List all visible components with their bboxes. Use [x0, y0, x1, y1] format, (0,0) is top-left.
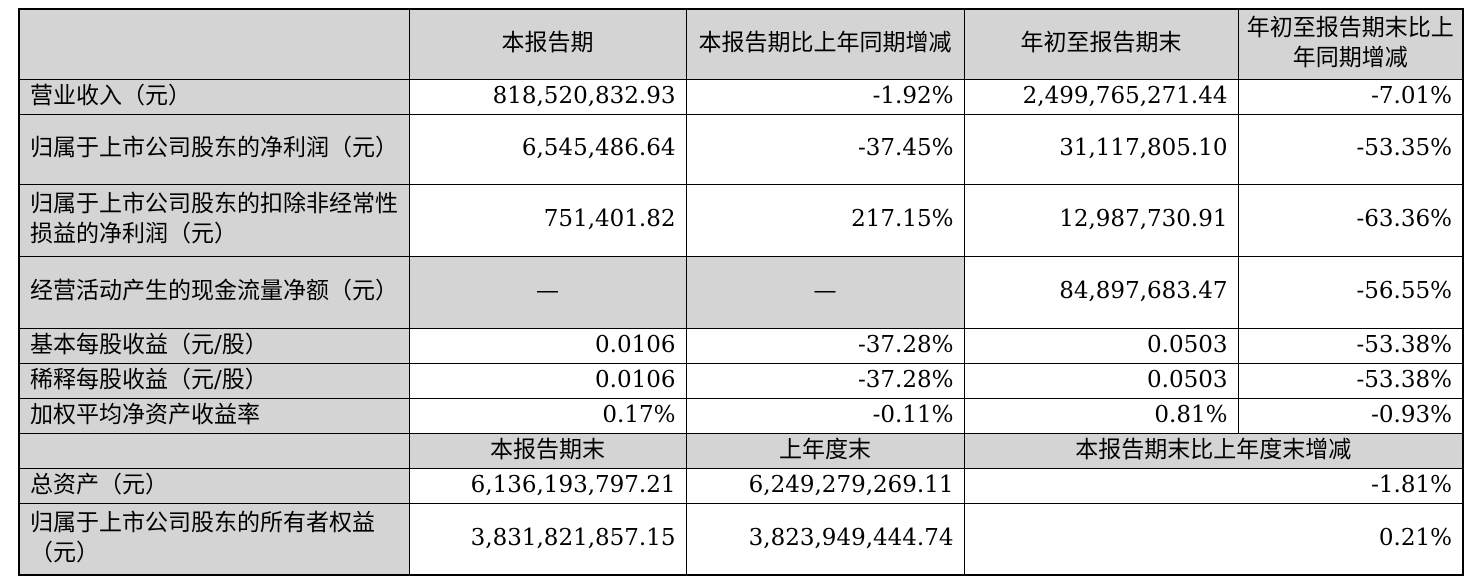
row-label: 加权平均净资产收益率 — [18, 397, 410, 434]
table-row-operating-cash-flow: 经营活动产生的现金流量净额（元） — — 84,897,683.47 -56.5… — [18, 255, 1464, 329]
value-ytd-yoy-change: -56.55% — [1237, 255, 1464, 329]
value-yoy-change: -37.28% — [685, 362, 965, 399]
table-row-shareholders-equity: 归属于上市公司股东的所有者权益（元） 3,831,821,857.15 3,82… — [18, 502, 1464, 576]
value-yoy-change-dash: — — [685, 255, 965, 329]
header-year-to-date: 年初至报告期末 — [963, 8, 1239, 80]
value-period-end-change: 0.21% — [963, 502, 1464, 576]
value-year-to-date: 0.0503 — [963, 362, 1239, 399]
value-end-of-period: 3,831,821,857.15 — [408, 502, 687, 576]
value-end-of-period: 6,136,193,797.21 — [408, 467, 687, 504]
value-yoy-change: -37.45% — [685, 113, 965, 185]
header-end-of-period: 本报告期末 — [408, 432, 687, 469]
value-yoy-change: -1.92% — [685, 78, 965, 115]
header-period-end-change: 本报告期末比上年度末增减 — [963, 432, 1464, 469]
value-ytd-yoy-change: -63.36% — [1237, 183, 1464, 257]
value-current-period: 751,401.82 — [408, 183, 687, 257]
header-end-of-prev-year: 上年度末 — [685, 432, 965, 469]
value-end-of-prev-year: 3,823,949,444.74 — [685, 502, 965, 576]
value-ytd-yoy-change: -53.35% — [1237, 113, 1464, 185]
table-header-row-period-end: 本报告期末 上年度末 本报告期末比上年度末增减 — [18, 432, 1464, 469]
value-ytd-yoy-change: -53.38% — [1237, 362, 1464, 399]
value-end-of-prev-year: 6,249,279,269.11 — [685, 467, 965, 504]
financial-summary-table: 本报告期 本报告期比上年同期增减 年初至报告期末 年初至报告期末比上年同期增减 … — [18, 8, 1464, 576]
table-header-row-period: 本报告期 本报告期比上年同期增减 年初至报告期末 年初至报告期末比上年同期增减 — [18, 8, 1464, 80]
table-row-basic-eps: 基本每股收益（元/股） 0.0106 -37.28% 0.0503 -53.38… — [18, 327, 1464, 364]
value-current-period: 0.17% — [408, 397, 687, 434]
value-ytd-yoy-change: -53.38% — [1237, 327, 1464, 364]
table-row-net-profit-excl-nonrecurring: 归属于上市公司股东的扣除非经常性损益的净利润（元） 751,401.82 217… — [18, 183, 1464, 257]
value-yoy-change: -0.11% — [685, 397, 965, 434]
table-row-weighted-avg-roe: 加权平均净资产收益率 0.17% -0.11% 0.81% -0.93% — [18, 397, 1464, 434]
row-label: 经营活动产生的现金流量净额（元） — [18, 255, 410, 329]
table-row-diluted-eps: 稀释每股收益（元/股） 0.0106 -37.28% 0.0503 -53.38… — [18, 362, 1464, 399]
row-label: 基本每股收益（元/股） — [18, 327, 410, 364]
value-year-to-date: 0.81% — [963, 397, 1239, 434]
row-label: 归属于上市公司股东的所有者权益（元） — [18, 502, 410, 576]
header-current-period: 本报告期 — [408, 8, 687, 80]
row-label: 总资产（元） — [18, 467, 410, 504]
value-period-end-change: -1.81% — [963, 467, 1464, 504]
header-empty-cell — [18, 432, 410, 469]
header-yoy-change: 本报告期比上年同期增减 — [685, 8, 965, 80]
value-current-period: 0.0106 — [408, 362, 687, 399]
value-year-to-date: 2,499,765,271.44 — [963, 78, 1239, 115]
value-yoy-change: -37.28% — [685, 327, 965, 364]
table-row-total-assets: 总资产（元） 6,136,193,797.21 6,249,279,269.11… — [18, 467, 1464, 504]
report-page: 本报告期 本报告期比上年同期增减 年初至报告期末 年初至报告期末比上年同期增减 … — [0, 8, 1479, 588]
value-year-to-date: 84,897,683.47 — [963, 255, 1239, 329]
table-row-net-profit: 归属于上市公司股东的净利润（元） 6,545,486.64 -37.45% 31… — [18, 113, 1464, 185]
value-ytd-yoy-change: -0.93% — [1237, 397, 1464, 434]
value-year-to-date: 12,987,730.91 — [963, 183, 1239, 257]
value-year-to-date: 0.0503 — [963, 327, 1239, 364]
row-label: 归属于上市公司股东的净利润（元） — [18, 113, 410, 185]
value-yoy-change: 217.15% — [685, 183, 965, 257]
header-ytd-yoy-change: 年初至报告期末比上年同期增减 — [1237, 8, 1464, 80]
row-label: 稀释每股收益（元/股） — [18, 362, 410, 399]
value-current-period: 0.0106 — [408, 327, 687, 364]
value-ytd-yoy-change: -7.01% — [1237, 78, 1464, 115]
value-current-period-dash: — — [408, 255, 687, 329]
header-empty-cell — [18, 8, 410, 80]
value-year-to-date: 31,117,805.10 — [963, 113, 1239, 185]
row-label: 营业收入（元） — [18, 78, 410, 115]
value-current-period: 6,545,486.64 — [408, 113, 687, 185]
table-row-operating-revenue: 营业收入（元） 818,520,832.93 -1.92% 2,499,765,… — [18, 78, 1464, 115]
value-current-period: 818,520,832.93 — [408, 78, 687, 115]
row-label: 归属于上市公司股东的扣除非经常性损益的净利润（元） — [18, 183, 410, 257]
